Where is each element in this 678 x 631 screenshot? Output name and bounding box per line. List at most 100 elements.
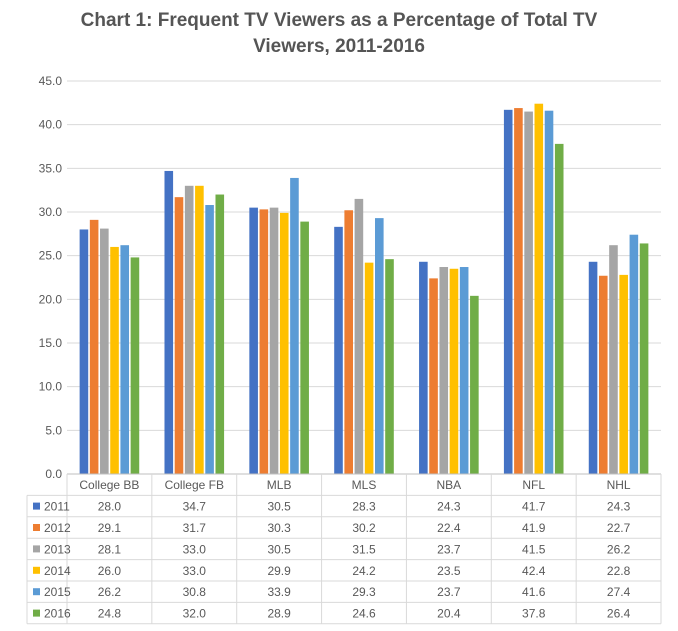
data-label: 22.8 [607, 564, 631, 578]
bar-2016-0 [130, 257, 140, 474]
bar-2012-3 [344, 210, 353, 474]
data-label: 20.4 [437, 607, 461, 621]
bar-2014-2 [279, 212, 289, 474]
gridlines [67, 80, 661, 431]
y-tick-label: 25.0 [39, 249, 63, 263]
bar-2012-5 [514, 108, 523, 474]
data-label: 33.0 [183, 542, 207, 556]
legend-label: 2012 [44, 521, 71, 535]
data-label: 30.3 [267, 521, 291, 535]
bar-2011-3 [334, 226, 343, 474]
y-tick-label: 40.0 [39, 118, 63, 132]
data-label: 41.7 [522, 500, 546, 514]
bar-2015-4 [459, 267, 469, 474]
data-label: 41.5 [522, 542, 546, 556]
data-label: 33.0 [183, 564, 207, 578]
bar-2011-4 [419, 261, 428, 474]
bar-2013-3 [354, 198, 364, 474]
data-label: 32.0 [183, 607, 207, 621]
bar-2016-1 [215, 194, 225, 475]
data-label: 30.8 [183, 585, 207, 599]
x-tick-label: NFL [522, 478, 545, 492]
data-label: 28.9 [267, 607, 291, 621]
chart-title: Chart 1: Frequent TV Viewers as a Percen… [0, 8, 678, 60]
legend-key-2016 [33, 609, 40, 617]
legend-key-2012 [33, 524, 40, 531]
y-axis: 0.0 5.0 10.0 15.0 20.0 25.0 30.0 35.0 40.0 45.0 [39, 74, 63, 481]
y-tick-label: 35.0 [39, 161, 63, 175]
data-label: 23.5 [437, 564, 461, 578]
data-label: 33.9 [267, 585, 291, 599]
data-label: 42.4 [522, 564, 546, 578]
data-label: 23.7 [437, 542, 461, 556]
data-label: 26.2 [607, 542, 631, 556]
bar-2014-5 [534, 103, 544, 474]
data-label: 31.7 [183, 521, 207, 535]
y-tick-label: 20.0 [39, 292, 63, 306]
bar-2014-4 [449, 268, 459, 474]
legend-label: 2016 [44, 607, 71, 621]
y-tick-label: 5.0 [45, 423, 62, 437]
bar-2015-2 [290, 177, 299, 474]
bar-2016-6 [639, 243, 649, 474]
data-label: 24.6 [352, 607, 376, 621]
bar-2015-5 [544, 110, 554, 475]
bar-2012-0 [89, 219, 99, 474]
bar-2016-5 [554, 143, 564, 474]
legend-key-2015 [33, 588, 40, 596]
data-label: 26.2 [98, 585, 122, 599]
bar-2014-3 [364, 262, 374, 474]
data-label: 22.7 [607, 521, 631, 535]
data-label: 24.3 [607, 500, 631, 514]
bar-2011-6 [588, 261, 598, 474]
y-tick-label: 30.0 [39, 205, 63, 219]
bar-2015-0 [120, 245, 130, 474]
data-label: 29.9 [267, 564, 291, 578]
data-label: 27.4 [607, 585, 631, 599]
y-tick-label: 15.0 [39, 336, 63, 350]
data-label: 34.7 [183, 500, 207, 514]
legend-label: 2011 [44, 500, 70, 514]
bar-2011-5 [503, 109, 513, 474]
data-label: 28.1 [98, 542, 122, 556]
data-label: 22.4 [437, 521, 461, 535]
bar-2014-1 [195, 185, 204, 475]
bar-2011-0 [79, 229, 89, 474]
x-tick-label: MLB [267, 478, 292, 492]
bar-2016-4 [470, 295, 479, 474]
data-label: 37.8 [522, 607, 546, 621]
legend-label: 2013 [44, 542, 71, 556]
data-label: 23.7 [437, 585, 461, 599]
bar-2011-1 [164, 170, 174, 474]
bar-2014-0 [110, 246, 119, 474]
legend-label: 2015 [44, 585, 71, 599]
legend-key-2011 [33, 502, 40, 510]
data-label: 30.5 [267, 500, 291, 514]
data-label: 29.3 [352, 585, 376, 599]
x-tick-label: College BB [79, 478, 139, 492]
bar-2013-6 [609, 245, 618, 474]
data-label: 30.2 [352, 521, 376, 535]
data-label: 28.0 [98, 500, 122, 514]
bar-2015-1 [205, 205, 214, 474]
bar-2014-6 [619, 274, 628, 474]
bar-2016-3 [385, 259, 394, 474]
bar-2012-1 [174, 197, 184, 475]
bar-2013-4 [439, 267, 449, 474]
data-label: 24.3 [437, 500, 461, 514]
bar-2011-2 [249, 207, 258, 474]
data-label: 24.8 [98, 607, 122, 621]
x-tick-label: MLS [352, 478, 377, 492]
x-tick-label: NHL [607, 478, 631, 492]
data-label: 28.3 [352, 500, 376, 514]
chart-title-line-1: Chart 1: Frequent TV Viewers as a Percen… [80, 10, 598, 31]
bar-2012-4 [429, 278, 438, 474]
data-label: 26.4 [607, 607, 631, 621]
y-tick-label: 10.0 [39, 380, 63, 394]
data-label: 30.5 [267, 542, 291, 556]
bar-2013-2 [269, 207, 279, 474]
bar-2012-2 [259, 209, 269, 474]
bar-2015-3 [375, 218, 384, 474]
